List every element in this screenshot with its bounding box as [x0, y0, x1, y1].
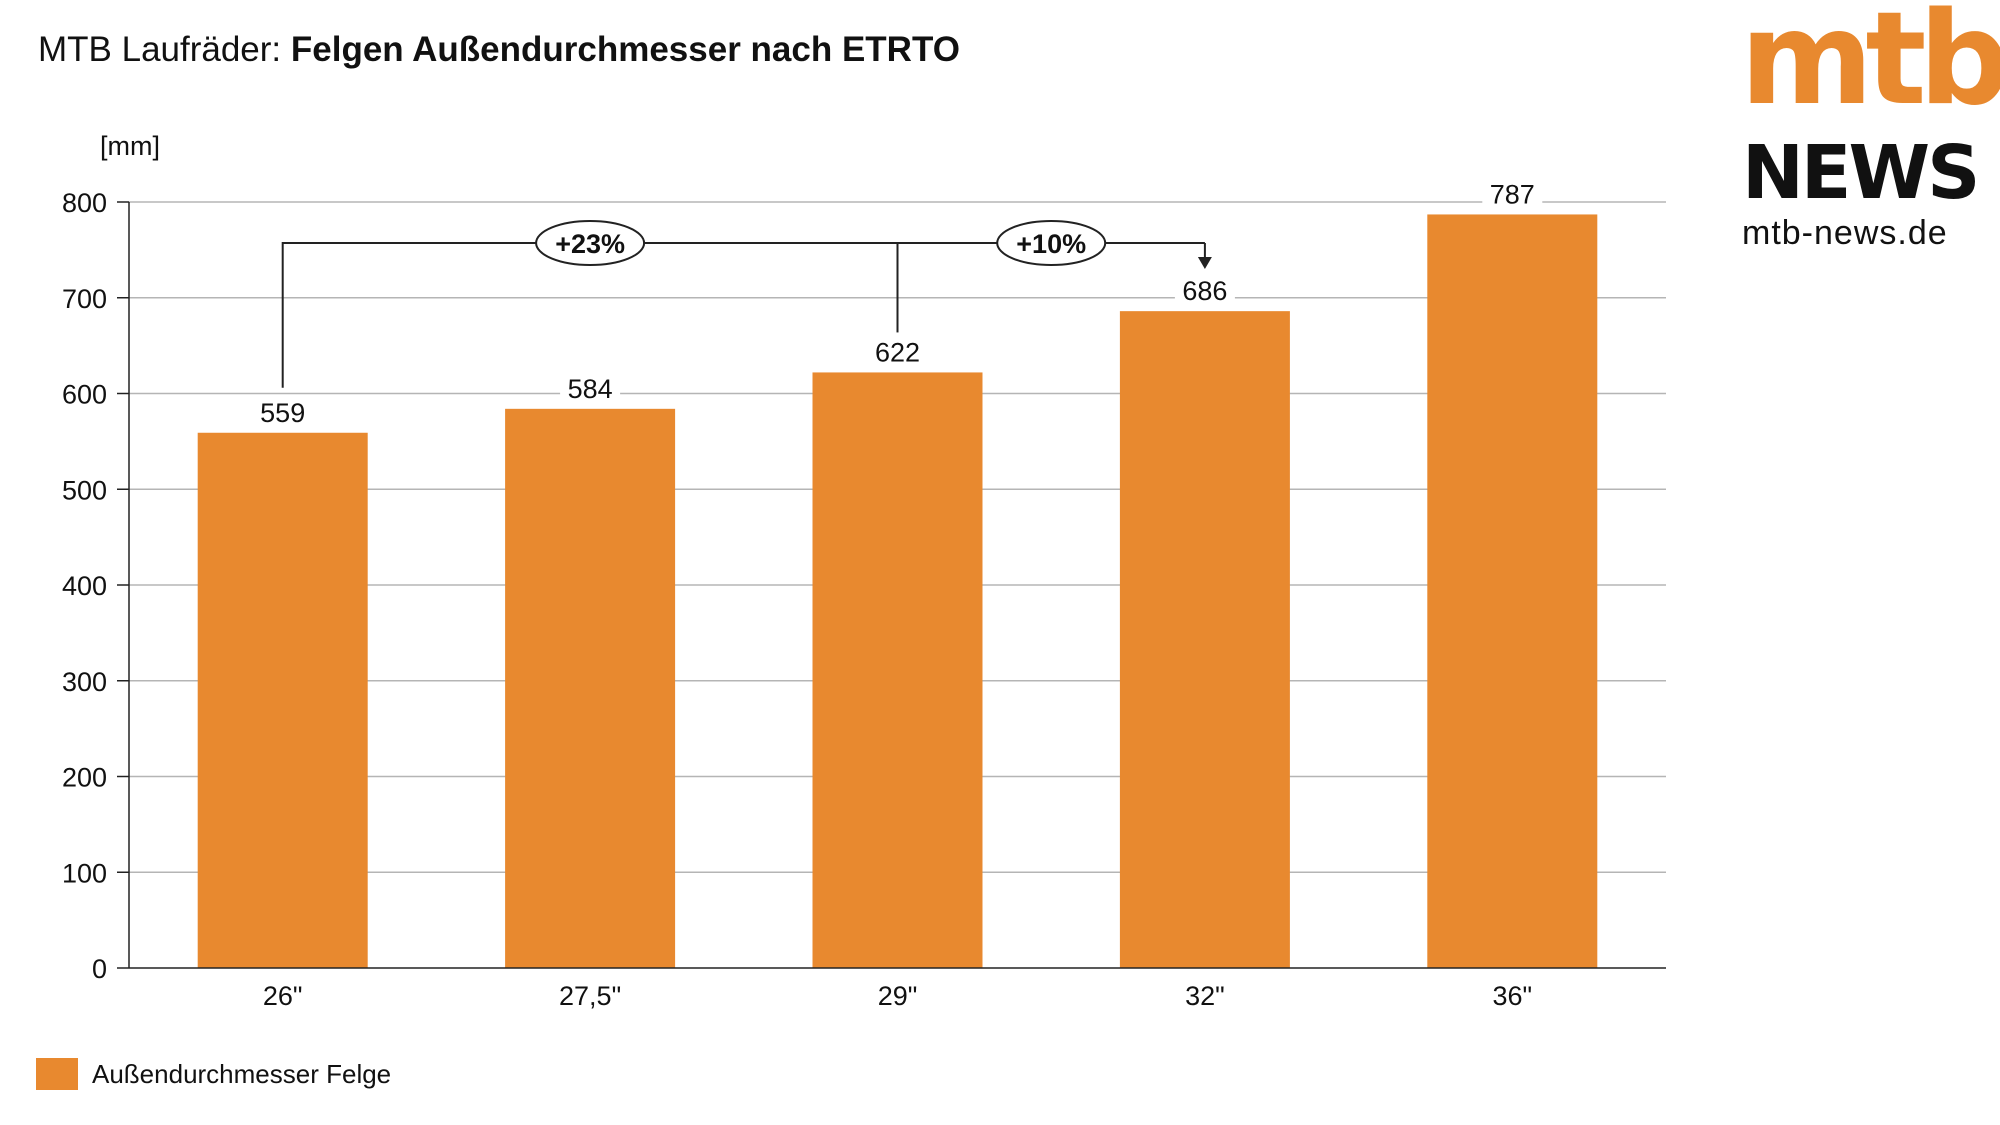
- bar: [1427, 214, 1598, 968]
- bar: [812, 372, 983, 968]
- annotation-label: +10%: [1016, 229, 1086, 259]
- title-bold: Felgen Außendurchmesser nach ETRTO: [290, 30, 960, 69]
- mtb-news-logo: mtb NEWS mtb-news.de: [1740, 0, 2000, 250]
- annotation-arrow-head: [1197, 257, 1212, 269]
- x-tick-label: 29": [878, 981, 918, 1011]
- x-tick-labels: 26" 27,5" 29" 32" 36": [263, 981, 1532, 1011]
- data-label-background: [252, 394, 313, 427]
- data-label: 787: [1490, 179, 1535, 209]
- axes: [117, 201, 1666, 969]
- legend-swatch: [36, 1058, 78, 1090]
- data-label-background: [1482, 176, 1543, 209]
- y-tick-label: 200: [62, 763, 107, 793]
- y-tick-labels: 0 100 200 300 400 500 600 700 800: [62, 188, 107, 984]
- bars: [197, 214, 1598, 968]
- data-label: 559: [260, 398, 305, 428]
- y-tick-label: 800: [62, 188, 107, 218]
- logo-news-text: NEWS: [1742, 130, 1980, 216]
- data-label-background: [1174, 273, 1235, 306]
- legend: Außendurchmesser Felge: [36, 1058, 391, 1090]
- x-tick-label: 26": [263, 981, 303, 1011]
- y-tick-label: 700: [62, 284, 107, 314]
- annotation-badge: [996, 220, 1107, 266]
- y-tick-label: 400: [62, 571, 107, 601]
- bar: [505, 408, 676, 968]
- y-tick-label: 300: [62, 667, 107, 697]
- annotations: +23% +10%: [281, 220, 1212, 388]
- logo-domain-text: mtb-news.de: [1742, 214, 1948, 252]
- data-label-background: [867, 334, 928, 367]
- y-tick-label: 0: [92, 954, 107, 984]
- bar: [197, 432, 368, 968]
- x-tick-label: 36": [1492, 981, 1532, 1011]
- data-labels: 559 584 622 686 787: [252, 176, 1543, 428]
- y-tick-label: 600: [62, 380, 107, 410]
- data-label: 584: [568, 374, 613, 404]
- chart-title: MTB Laufräder: Felgen Außendurchmesser n…: [38, 30, 960, 70]
- bar: [1119, 311, 1290, 968]
- data-label: 622: [875, 337, 920, 367]
- data-label: 686: [1182, 276, 1227, 306]
- y-tick-label: 100: [62, 858, 107, 888]
- y-axis-label: [mm]: [100, 131, 160, 161]
- y-tick-label: 500: [62, 475, 107, 505]
- annotation-badge: [535, 220, 646, 266]
- legend-label: Außendurchmesser Felge: [92, 1058, 392, 1089]
- title-prefix: MTB Laufräder:: [38, 30, 291, 69]
- x-tick-label: 27,5": [559, 981, 621, 1011]
- annotation-label: +23%: [555, 229, 625, 259]
- logo-mtb-text: mtb: [1740, 0, 2000, 134]
- data-label-background: [560, 370, 621, 403]
- x-tick-label: 32": [1185, 981, 1225, 1011]
